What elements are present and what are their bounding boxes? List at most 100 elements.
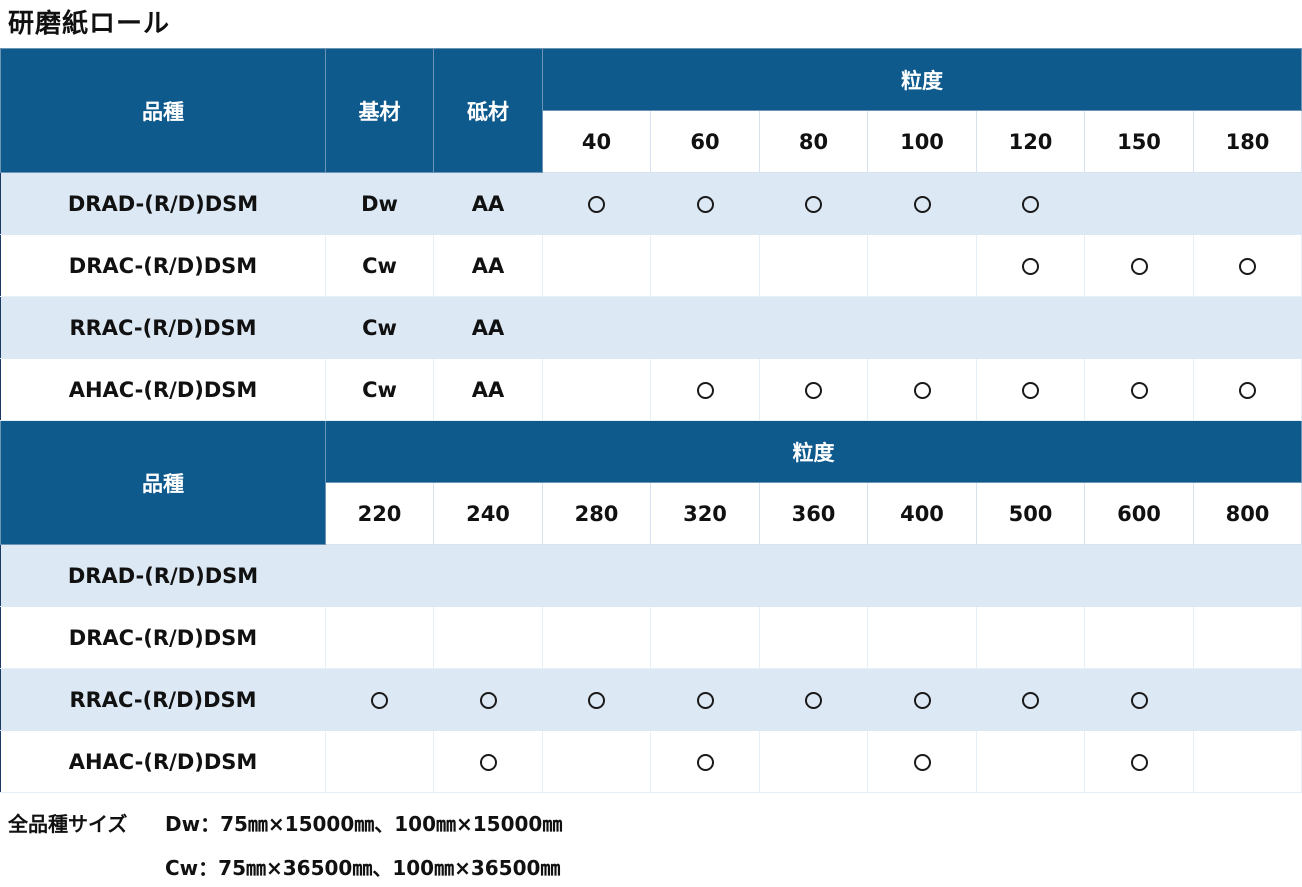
grit-cell-180 — [1192, 234, 1302, 297]
grit-cell-60 — [650, 234, 760, 297]
grit-cell-360 — [759, 730, 868, 793]
grit-header-150: 150 — [1084, 110, 1194, 173]
grit-cell-600 — [1084, 544, 1194, 607]
grit-cell-100 — [867, 172, 977, 235]
grit-cell-120 — [976, 296, 1085, 359]
grit-cell-800 — [1192, 730, 1302, 793]
available-circle-icon — [1130, 692, 1148, 709]
grit-cell-150 — [1084, 234, 1194, 297]
available-circle-icon — [1130, 382, 1148, 399]
base-material: Cw — [325, 296, 434, 359]
base-material: Cw — [325, 358, 434, 421]
grit-cell-240 — [433, 668, 543, 731]
grit-cell-600 — [1084, 606, 1194, 669]
grit-cell-320 — [650, 730, 760, 793]
abrasive-material: AA — [433, 234, 543, 297]
grit-cell-400 — [867, 606, 977, 669]
grit-cell-400 — [867, 544, 977, 607]
grit-cell-280 — [542, 606, 651, 669]
grit-header-400: 400 — [867, 482, 977, 545]
grit-header-220: 220 — [325, 482, 434, 545]
grit-cell-500 — [976, 606, 1085, 669]
grit-cell-360 — [759, 668, 868, 731]
available-circle-icon — [913, 754, 931, 771]
size-note-cw: Cw：75㎜×36500㎜、100㎜×36500㎜ — [165, 856, 561, 880]
table-row: RRAC-(R/D)DSM Cw AA — [0, 296, 1302, 359]
header-base: 基材 — [325, 48, 434, 173]
available-circle-icon — [1022, 382, 1039, 399]
grit-cell-120 — [976, 358, 1085, 421]
base-material: Cw — [325, 234, 434, 297]
grit-cell-100 — [867, 234, 977, 297]
grit-cell-600 — [1084, 730, 1194, 793]
table-row: DRAD-(R/D)DSM Dw AA — [0, 172, 1302, 235]
grit-cell-240 — [433, 544, 543, 607]
size-note-label: 全品種サイズ — [8, 812, 128, 836]
grit-cell-280 — [542, 544, 651, 607]
available-circle-icon — [479, 692, 497, 709]
header-grit-2: 粒度 — [324, 420, 1302, 483]
grit-header-180: 180 — [1192, 110, 1302, 173]
grit-cell-220 — [325, 544, 434, 607]
grit-header-120: 120 — [976, 110, 1085, 173]
product-name: DRAD-(R/D)DSM — [0, 172, 326, 235]
available-circle-icon — [805, 382, 822, 399]
header-product-2: 品種 — [0, 420, 326, 545]
grit-cell-320 — [650, 606, 760, 669]
header-grit: 粒度 — [541, 48, 1302, 111]
available-circle-icon — [588, 692, 605, 709]
grit-header-320: 320 — [650, 482, 760, 545]
grit-cell-120 — [976, 234, 1085, 297]
available-circle-icon — [1022, 258, 1039, 275]
available-circle-icon — [1022, 692, 1039, 709]
grit-cell-60 — [650, 358, 760, 421]
available-circle-icon — [696, 196, 714, 213]
grit-header-240: 240 — [433, 482, 543, 545]
available-circle-icon — [696, 754, 714, 771]
grit-cell-150 — [1084, 358, 1194, 421]
grit-cell-150 — [1084, 296, 1194, 359]
available-circle-icon — [1130, 258, 1148, 275]
available-circle-icon — [913, 382, 931, 399]
grit-cell-80 — [759, 358, 868, 421]
table-row: DRAC-(R/D)DSM Cw AA — [0, 234, 1302, 297]
available-circle-icon — [696, 692, 714, 709]
table-row: RRAC-(R/D)DSM — [0, 668, 1302, 731]
grit-cell-600 — [1084, 668, 1194, 731]
grit-cell-80 — [759, 172, 868, 235]
grit-cell-180 — [1192, 172, 1302, 235]
available-circle-icon — [913, 692, 931, 709]
grit-cell-500 — [976, 730, 1085, 793]
available-circle-icon — [913, 196, 931, 213]
grit-cell-80 — [759, 234, 868, 297]
table-row: AHAC-(R/D)DSM Cw AA — [0, 358, 1302, 421]
grit-cell-360 — [759, 606, 868, 669]
product-name: DRAC-(R/D)DSM — [0, 234, 326, 297]
header-product: 品種 — [0, 48, 326, 173]
grit-cell-360 — [759, 544, 868, 607]
product-name: RRAC-(R/D)DSM — [0, 668, 326, 731]
available-circle-icon — [1239, 258, 1256, 275]
grit-cell-40 — [542, 358, 651, 421]
product-name: DRAC-(R/D)DSM — [0, 606, 326, 669]
page-title: 研磨紙ロール — [8, 9, 171, 39]
grit-cell-60 — [650, 172, 760, 235]
grit-cell-180 — [1192, 358, 1302, 421]
grit-cell-150 — [1084, 172, 1194, 235]
grit-cell-80 — [759, 296, 868, 359]
abrasive-material: AA — [433, 296, 543, 359]
available-circle-icon — [805, 196, 822, 213]
grit-cell-240 — [433, 606, 543, 669]
grit-cell-800 — [1192, 606, 1302, 669]
available-circle-icon — [371, 692, 388, 709]
grit-cell-100 — [867, 358, 977, 421]
grit-cell-280 — [542, 730, 651, 793]
available-circle-icon — [1130, 754, 1148, 771]
grit-cell-40 — [542, 234, 651, 297]
product-name: RRAC-(R/D)DSM — [0, 296, 326, 359]
grit-cell-500 — [976, 544, 1085, 607]
grit-cell-40 — [542, 296, 651, 359]
grit-cell-320 — [650, 668, 760, 731]
grit-cell-400 — [867, 668, 977, 731]
grit-cell-400 — [867, 730, 977, 793]
